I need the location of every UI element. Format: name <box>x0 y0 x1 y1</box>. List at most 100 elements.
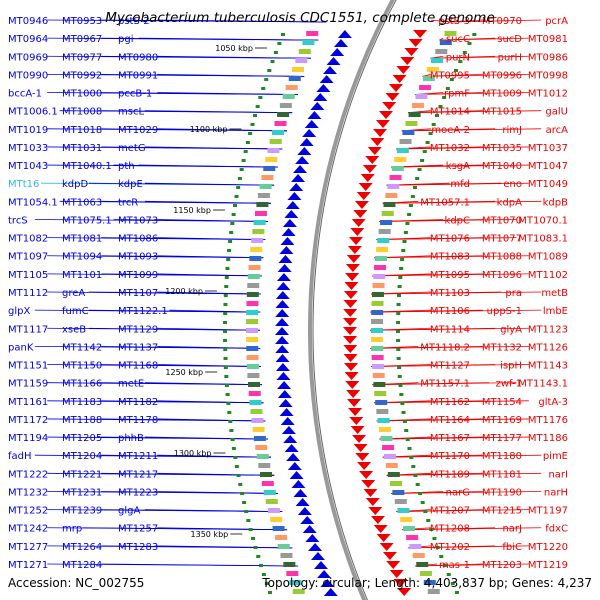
reverse-gene-label[interactable]: MT1123 <box>528 324 568 335</box>
reverse-gene-label[interactable]: MT1202 <box>430 542 470 553</box>
forward-gene-label[interactable]: fumC <box>62 306 89 317</box>
reverse-gene-label[interactable]: narH <box>544 487 568 498</box>
forward-gene-label[interactable]: pgi <box>118 34 133 45</box>
reverse-gene-label[interactable]: mas-1 <box>439 560 470 571</box>
forward-gene-label[interactable]: pccB-1 <box>118 89 152 100</box>
forward-gene-label[interactable]: panK <box>8 342 34 353</box>
reverse-gene-label[interactable]: MT1203 <box>482 560 522 571</box>
forward-gene-label[interactable]: pth <box>118 161 135 172</box>
forward-gene-label[interactable]: MT1031 <box>62 143 102 154</box>
forward-gene-label[interactable]: MT1082 <box>8 234 48 245</box>
reverse-gene-label[interactable]: MT0970 <box>482 16 522 27</box>
forward-gene-label[interactable]: MT1073 <box>118 215 158 226</box>
reverse-gene-label[interactable]: MT1190 <box>482 487 522 498</box>
reverse-gene-label[interactable]: sucD <box>497 34 522 45</box>
forward-gene-label[interactable]: xseB <box>62 324 86 335</box>
reverse-gene-label[interactable]: MT1070 <box>482 215 522 226</box>
reverse-gene-label[interactable]: MT1095 <box>430 270 470 281</box>
reverse-gene-label[interactable]: narJ <box>502 524 522 535</box>
reverse-gene-label[interactable]: MT0995 <box>430 70 470 81</box>
reverse-gene-label[interactable]: MT1215 <box>482 506 522 517</box>
forward-gene-label[interactable]: MT1029 <box>118 125 158 136</box>
reverse-gene-label[interactable]: MT1186 <box>528 433 568 444</box>
reverse-gene-label[interactable]: MT1170 <box>430 451 470 462</box>
reverse-gene-label[interactable]: MT1164 <box>430 415 470 426</box>
reverse-gene-label[interactable]: MT1118.2 <box>420 342 470 353</box>
forward-gene-label[interactable]: MT1040.1 <box>62 161 112 172</box>
forward-gene-label[interactable]: MT0969 <box>8 52 48 63</box>
forward-gene-label[interactable]: MT1151 <box>8 361 48 372</box>
reverse-gene-label[interactable]: MT0981 <box>528 34 568 45</box>
forward-gene-label[interactable]: MT1178 <box>118 415 158 426</box>
reverse-gene-label[interactable]: MT1083 <box>430 252 470 263</box>
forward-gene-label[interactable]: MT1099 <box>118 270 158 281</box>
reverse-gene-label[interactable]: MT1143 <box>528 361 568 372</box>
reverse-gene-label[interactable]: kdpA <box>497 197 522 208</box>
reverse-gene-label[interactable]: MT1181 <box>482 469 522 480</box>
forward-gene-label[interactable]: metG <box>118 143 146 154</box>
reverse-gene-label[interactable]: zwf-1 <box>496 379 522 390</box>
reverse-gene-label[interactable]: MT0996 <box>482 70 522 81</box>
forward-gene-label[interactable]: MT0992 <box>62 70 102 81</box>
forward-gene-label[interactable]: MT1097 <box>8 252 48 263</box>
forward-gene-label[interactable]: pstS-2 <box>118 16 150 27</box>
reverse-gene-label[interactable]: MT1083.1 <box>518 234 568 245</box>
forward-gene-label[interactable]: MT1094 <box>62 252 102 263</box>
forward-gene-label[interactable]: MT1159 <box>8 379 48 390</box>
reverse-gene-label[interactable]: pstS-3 <box>438 16 470 27</box>
forward-gene-label[interactable]: MT1006.1 <box>8 107 58 118</box>
reverse-gene-label[interactable]: sucC <box>446 34 470 45</box>
forward-gene-label[interactable]: glgA <box>118 506 140 517</box>
reverse-gene-label[interactable]: kdpC <box>445 215 470 226</box>
reverse-gene-label[interactable]: pimE <box>543 451 568 462</box>
forward-gene-label[interactable]: mrp <box>62 524 82 535</box>
forward-gene-label[interactable]: kdpE <box>118 179 143 190</box>
forward-gene-label[interactable]: MT1217 <box>118 469 158 480</box>
forward-gene-label[interactable]: MT1093 <box>118 252 158 263</box>
forward-gene-label[interactable]: MT1284 <box>62 560 102 571</box>
forward-gene-label[interactable]: MT0953 <box>62 16 102 27</box>
reverse-gene-label[interactable]: metB <box>541 288 568 299</box>
forward-gene-label[interactable]: glpX <box>8 306 30 317</box>
reverse-gene-label[interactable]: MT1197 <box>528 506 568 517</box>
forward-gene-label[interactable]: MT1257 <box>118 524 158 535</box>
forward-gene-label[interactable]: MT0977 <box>62 52 102 63</box>
reverse-gene-label[interactable]: pra <box>505 288 522 299</box>
forward-gene-label[interactable]: MT1161 <box>8 397 48 408</box>
reverse-gene-label[interactable]: kdpB <box>543 197 568 208</box>
forward-gene-label[interactable]: MT1122.1 <box>118 306 168 317</box>
reverse-gene-label[interactable]: MT1037 <box>528 143 568 154</box>
forward-gene-label[interactable]: MT1271 <box>8 560 48 571</box>
forward-gene-label[interactable]: MT1168 <box>118 361 158 372</box>
forward-gene-label[interactable]: bccA-1 <box>8 89 42 100</box>
forward-gene-label[interactable]: MT0964 <box>8 34 48 45</box>
forward-gene-label[interactable]: MT1183 <box>62 397 102 408</box>
reverse-gene-label[interactable]: MT1208 <box>430 524 470 535</box>
reverse-gene-label[interactable]: MT1103 <box>430 288 470 299</box>
forward-gene-label[interactable]: MT1172 <box>8 415 48 426</box>
forward-gene-label[interactable]: metE <box>118 379 144 390</box>
forward-gene-label[interactable]: MT0946 <box>8 16 48 27</box>
forward-gene-label[interactable]: MT1105 <box>8 270 48 281</box>
forward-gene-label[interactable]: MT1283 <box>118 542 158 553</box>
reverse-gene-label[interactable]: MT1040 <box>482 161 522 172</box>
reverse-labels[interactable]: pstS-3 MT0970 pcrA sucC sucD MT0981 purN purH MT… <box>420 16 568 571</box>
reverse-gene-label[interactable]: uppS-1 <box>487 306 522 317</box>
forward-gene-label[interactable]: MT1000 <box>62 89 102 100</box>
forward-gene-label[interactable]: MT1086 <box>118 234 158 245</box>
reverse-gene-label[interactable]: gltA-3 <box>538 397 568 408</box>
forward-gene-label[interactable]: MT1211 <box>118 451 158 462</box>
reverse-gene-label[interactable]: MT1077 <box>482 234 522 245</box>
forward-gene-label[interactable]: MT1112 <box>8 288 48 299</box>
forward-gene-label[interactable]: MT1075.1 <box>62 215 112 226</box>
forward-gene-label[interactable]: trcS <box>8 215 28 226</box>
forward-gene-label[interactable]: MT1204 <box>62 451 102 462</box>
reverse-gene-label[interactable]: MT1057.1 <box>420 197 470 208</box>
forward-gene-label[interactable]: MT1018 <box>62 125 102 136</box>
reverse-gene-label[interactable]: MT1126 <box>528 342 568 353</box>
reverse-gene-label[interactable]: MT1143.1 <box>518 379 568 390</box>
forward-gene-label[interactable]: MT1205 <box>62 433 102 444</box>
forward-gene-label[interactable]: MT1221 <box>62 469 102 480</box>
forward-gene-label[interactable]: MT1129 <box>118 324 158 335</box>
reverse-gene-label[interactable]: purN <box>446 52 470 63</box>
